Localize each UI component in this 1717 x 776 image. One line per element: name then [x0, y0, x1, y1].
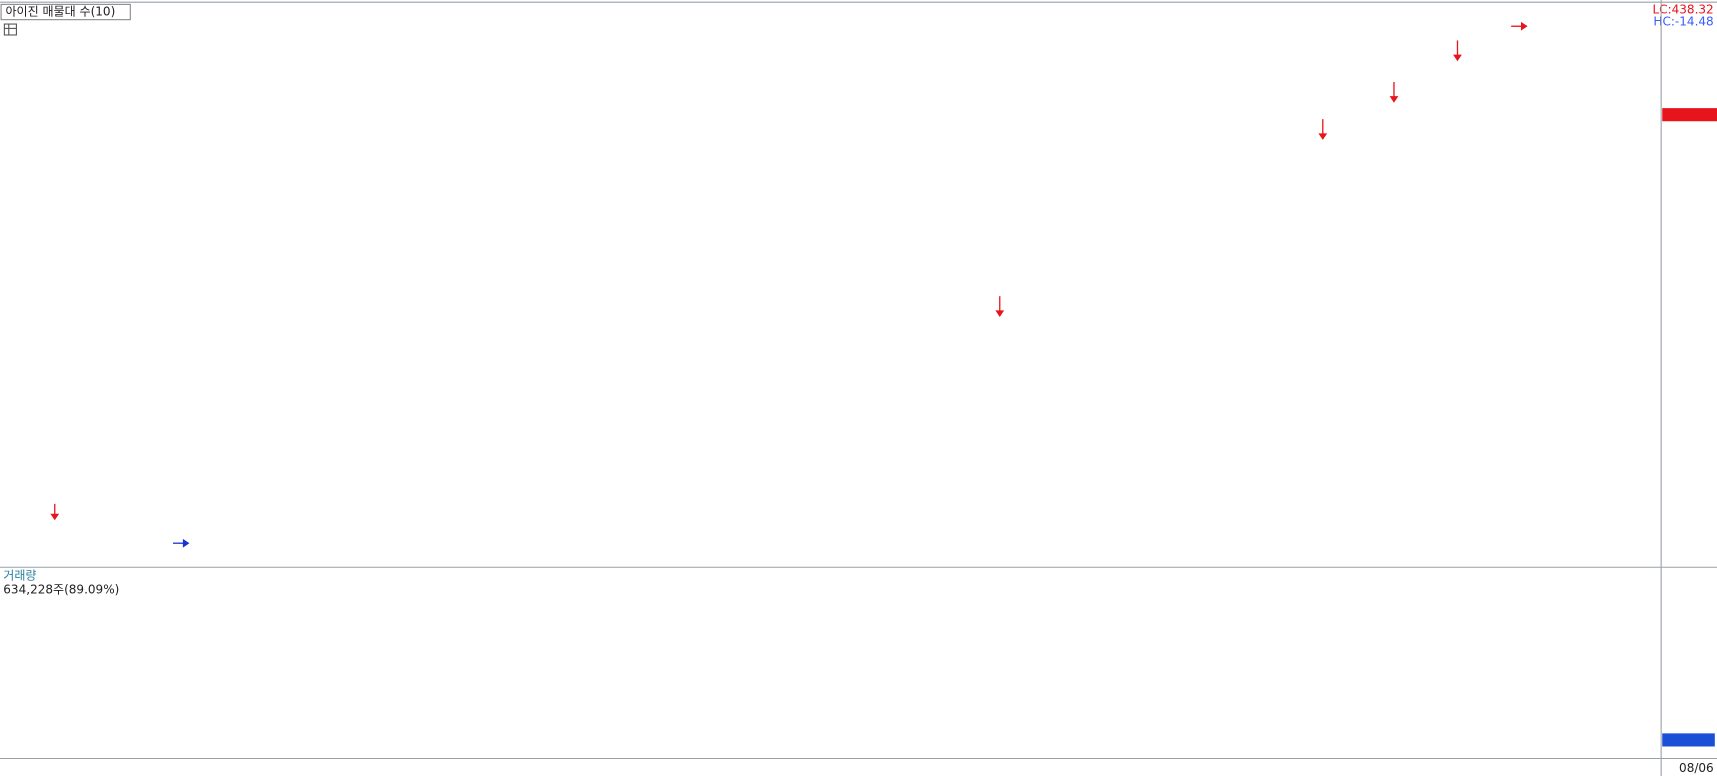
annotation-arrowhead: [1520, 21, 1528, 31]
last-price-box: [1662, 108, 1717, 122]
annotation-arrowhead: [182, 538, 190, 548]
annotation-arrowhead: [1318, 133, 1328, 140]
hc-label: HC:-14.48: [1653, 14, 1713, 28]
volume-info: 634,228주(89.09%): [3, 583, 119, 597]
last-date: 08/06: [1679, 761, 1714, 775]
lc-label: LC:438.32: [1652, 2, 1713, 16]
annotation-arrowhead: [995, 310, 1005, 317]
annotation-arrowhead: [1389, 96, 1399, 103]
annotation-arrowhead: [50, 513, 60, 521]
table-icon[interactable]: [3, 23, 17, 36]
volume-title: 거래량: [3, 568, 36, 582]
annotation-arrowhead: [1453, 54, 1462, 62]
title-box: [0, 3, 131, 21]
last-volume-box: [1662, 733, 1715, 747]
chart-title: 아이진 매물대 수(10): [5, 5, 115, 19]
